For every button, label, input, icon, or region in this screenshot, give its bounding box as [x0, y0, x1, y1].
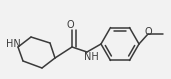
- Text: HN: HN: [6, 39, 20, 49]
- Text: O: O: [144, 27, 152, 37]
- Text: O: O: [66, 20, 74, 30]
- Text: NH: NH: [84, 52, 98, 62]
